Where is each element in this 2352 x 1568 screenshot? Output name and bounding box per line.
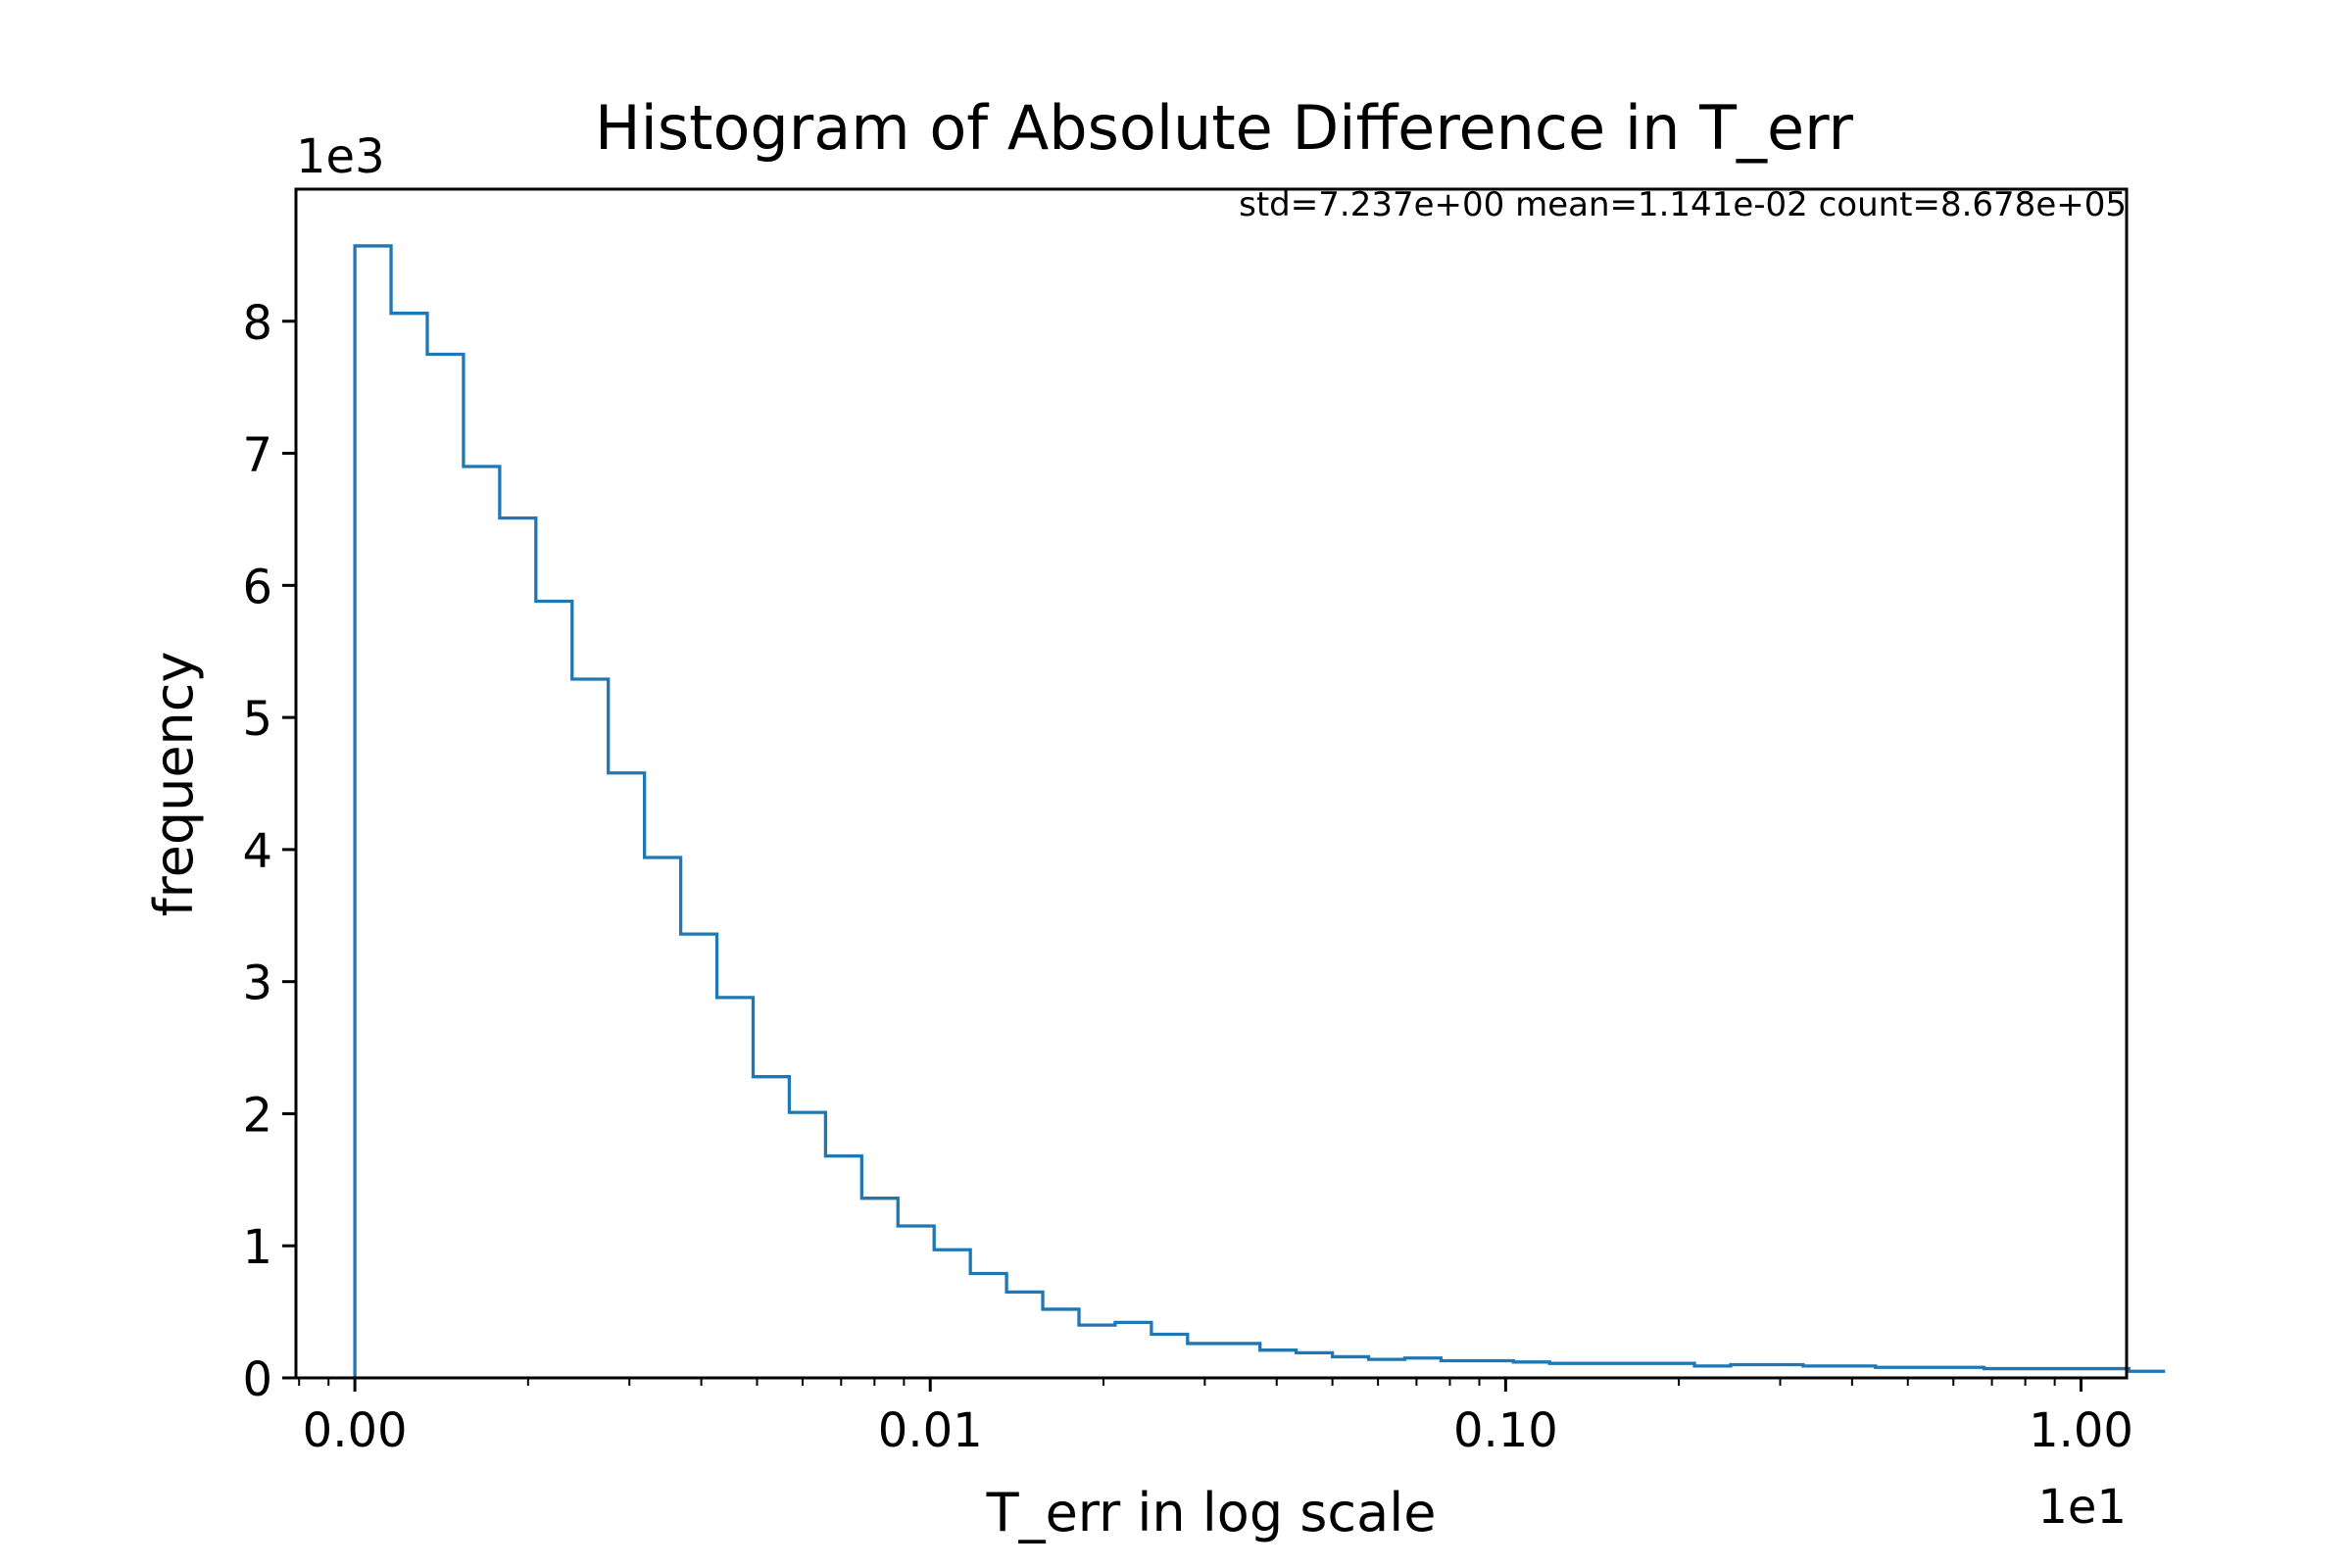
- y-axis-ticks: 0 1 2 3 4 5 6 7 8: [242, 296, 296, 1407]
- y-axis-label: frequency: [143, 652, 205, 917]
- y-tick-label: 0: [242, 1352, 272, 1407]
- y-tick-label: 3: [242, 956, 272, 1011]
- y-tick-label: 4: [242, 824, 272, 879]
- y-tick-label: 6: [242, 560, 272, 614]
- plot-area-frame: [294, 187, 2129, 1380]
- y-tick-label: 2: [242, 1088, 272, 1143]
- y-offset-text: 1e3: [296, 129, 385, 184]
- y-tick-label: 1: [242, 1220, 272, 1275]
- x-axis-ticks: 0.00 0.01 0.10 1.00: [303, 1378, 2133, 1458]
- y-tick-label: 5: [242, 692, 272, 747]
- chart-title: Histogram of Absolute Difference in T_er…: [595, 92, 1853, 164]
- histogram-series: [353, 244, 2166, 1378]
- x-tick-label: 0.00: [303, 1403, 408, 1458]
- x-tick-label: 0.01: [878, 1403, 983, 1458]
- x-tick-label: 1.00: [2029, 1403, 2133, 1458]
- x-offset-text: 1e1: [2037, 1480, 2127, 1535]
- y-tick-label: 7: [242, 428, 272, 483]
- x-tick-label: 0.10: [1453, 1403, 1558, 1458]
- y-tick-label: 8: [242, 296, 272, 351]
- x-axis-label: T_err in log scale: [986, 1482, 1437, 1544]
- stats-annotation: std=7.237e+00 mean=1.141e-02 count=8.678…: [1239, 185, 2127, 224]
